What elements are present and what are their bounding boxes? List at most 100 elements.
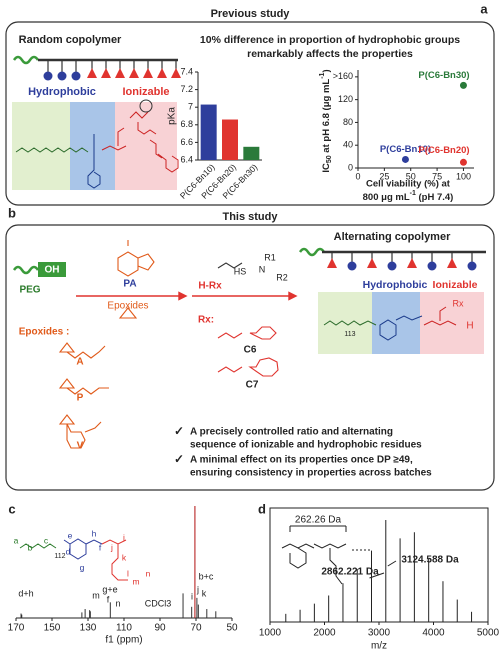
y-tick-label: 7.2 bbox=[180, 84, 193, 94]
peak-label: m bbox=[92, 590, 100, 600]
ionizable-label: Ionizable bbox=[433, 279, 478, 291]
point-label: P(C6-Bn10) bbox=[380, 144, 431, 155]
structure-label: 113 bbox=[344, 331, 355, 338]
thiol-atom: HS bbox=[234, 266, 247, 276]
peak-label: f bbox=[107, 594, 110, 604]
reaction-arrows bbox=[76, 291, 298, 301]
annotation: 3124.588 Da bbox=[401, 555, 459, 566]
hydrophobic-label: Hydrophobic bbox=[28, 86, 96, 98]
y-tick-label: 120 bbox=[338, 94, 353, 104]
oh-label: OH bbox=[45, 265, 60, 276]
structure-label: b bbox=[28, 542, 33, 552]
alternating-copolymer-cartoon bbox=[298, 247, 486, 354]
peak-label: CDCl3 bbox=[145, 598, 172, 608]
point-label: P(C6-Bn20) bbox=[418, 145, 469, 156]
panel-label: b bbox=[8, 205, 16, 220]
x-tick-label: 70 bbox=[190, 623, 202, 634]
peak-label: i bbox=[191, 591, 193, 601]
y-axis-label-part: at pH 6.8 (μg mL bbox=[321, 79, 332, 156]
rx-name: C7 bbox=[246, 380, 259, 391]
ionizable-label: Ionizable bbox=[122, 86, 169, 98]
pa-label: PA bbox=[123, 279, 136, 290]
panel-heading: Previous study bbox=[211, 8, 291, 20]
bar bbox=[222, 119, 238, 160]
peg-label: PEG bbox=[19, 285, 40, 296]
panel-label: d bbox=[258, 501, 266, 516]
x-tick-label: 5000 bbox=[477, 628, 500, 639]
structure-label: Rx bbox=[453, 298, 464, 308]
structure-label: m bbox=[132, 576, 139, 586]
epoxides-list-label: Epoxides : bbox=[19, 327, 70, 338]
rx-name: C6 bbox=[244, 345, 257, 356]
reaction-structures bbox=[58, 240, 279, 449]
structure-label: d bbox=[66, 546, 71, 556]
structure-label: f bbox=[99, 542, 102, 552]
y-tick-label: 40 bbox=[343, 140, 353, 150]
y-axis-label-part: IC bbox=[321, 163, 332, 173]
y-axis-label-part: 50 bbox=[326, 155, 333, 163]
structure-label: 112 bbox=[54, 553, 65, 560]
bar bbox=[243, 146, 260, 160]
structure-label: c bbox=[44, 535, 49, 545]
thiol-label: H-Rx bbox=[198, 281, 222, 292]
structure-label: n bbox=[146, 568, 151, 578]
structure-label: k bbox=[122, 552, 127, 562]
y-axis-label: pKa bbox=[167, 107, 178, 125]
y-tick-label: 6.8 bbox=[180, 119, 193, 129]
check-icon: ✓ bbox=[174, 424, 184, 438]
y-tick-label: >160 bbox=[333, 71, 353, 81]
panel-heading: This study bbox=[222, 211, 278, 223]
annotation: 2862.221 Da bbox=[321, 567, 379, 578]
thiol-atom: R1 bbox=[264, 252, 276, 262]
subtitle: Alternating copolymer bbox=[334, 231, 451, 243]
x-tick-label: 50 bbox=[226, 623, 238, 634]
rx-label: Rx: bbox=[198, 315, 214, 326]
statement: 10% difference in proportion of hydropho… bbox=[200, 34, 460, 46]
x-tick-label: 75 bbox=[432, 171, 442, 181]
y-tick-label: 6.6 bbox=[180, 137, 193, 147]
y-axis-label-part: ) bbox=[321, 69, 332, 72]
y-axis-label-part: -1 bbox=[319, 72, 326, 78]
x-tick-label: 25 bbox=[379, 171, 389, 181]
peg-cartoon bbox=[12, 262, 66, 277]
peak-label: k bbox=[202, 588, 207, 598]
x-axis-label-part: 800 μg mL bbox=[363, 192, 410, 203]
peak-label: j bbox=[196, 584, 199, 594]
x-axis-label: m/z bbox=[371, 641, 387, 652]
point bbox=[401, 155, 409, 163]
point bbox=[459, 81, 467, 89]
structure-label: a bbox=[14, 535, 19, 545]
x-tick-label: 130 bbox=[80, 623, 97, 634]
panel-label: c bbox=[8, 501, 15, 516]
statement: remarkably affects the properties bbox=[247, 48, 413, 60]
structure-label: l bbox=[127, 568, 129, 578]
x-axis-label: 800 μg mL-1 (pH 7.4) bbox=[363, 190, 454, 202]
peak-label: b+c bbox=[199, 571, 214, 581]
annotation-arrow bbox=[387, 560, 397, 567]
panel-a-frame bbox=[5, 21, 495, 206]
structure-label: e bbox=[68, 530, 73, 540]
thiol-atom: R2 bbox=[276, 272, 288, 282]
check-text: sequence of ionizable and hydrophobic re… bbox=[190, 440, 422, 451]
y-tick-label: 0 bbox=[348, 162, 353, 172]
x-axis-label-part: -1 bbox=[410, 190, 416, 197]
thiol-atom: N bbox=[259, 264, 266, 274]
point bbox=[459, 158, 467, 166]
peak-label: n bbox=[115, 598, 120, 608]
subtitle: Random copolymer bbox=[19, 34, 122, 46]
structure-label: i bbox=[123, 532, 125, 542]
bar bbox=[200, 104, 217, 160]
x-tick-label: 1000 bbox=[259, 628, 282, 639]
peak-label: g+e bbox=[102, 584, 117, 594]
epoxides-label: Epoxides bbox=[107, 301, 148, 312]
nmr-structure bbox=[19, 538, 128, 581]
x-tick-label: 150 bbox=[44, 623, 61, 634]
check-icon: ✓ bbox=[174, 452, 184, 466]
check-text: A minimal effect on its properties once … bbox=[190, 455, 413, 466]
y-tick-label: 7 bbox=[188, 102, 193, 112]
check-text: A precisely controlled ratio and alterna… bbox=[190, 427, 393, 438]
annotation: 262.26 Da bbox=[295, 515, 342, 526]
x-tick-label: 50 bbox=[406, 171, 416, 181]
x-tick-label: 110 bbox=[116, 623, 132, 634]
